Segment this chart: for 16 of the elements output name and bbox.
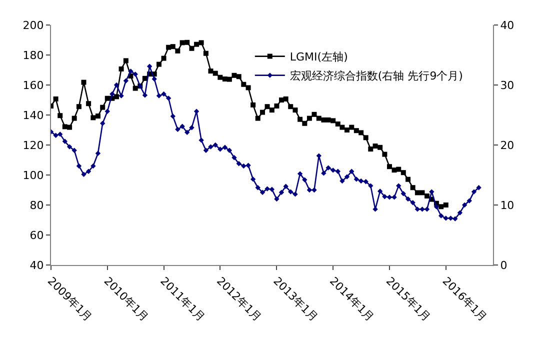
legend-label: LGMI(左轴) <box>290 50 348 64</box>
y-tick-label: 180 <box>22 48 44 62</box>
y2-tick-label: 0 <box>500 258 508 272</box>
y2-tick-label: 10 <box>500 198 514 212</box>
y-tick-label: 160 <box>22 78 44 92</box>
y2-tick-label: 30 <box>500 78 514 92</box>
y-tick-label: 80 <box>30 198 44 212</box>
y-tick-label: 200 <box>22 18 44 32</box>
y-tick-label: 40 <box>30 258 44 272</box>
y-tick-label: 120 <box>22 138 44 152</box>
y2-tick-label: 20 <box>500 138 514 152</box>
y2-tick-label: 40 <box>500 18 514 32</box>
y-tick-label: 100 <box>22 168 44 182</box>
legend-label: 宏观经济综合指数(右轴 先行9个月) <box>290 70 463 83</box>
y-tick-label: 60 <box>30 228 44 242</box>
y-tick-label: 140 <box>22 108 44 122</box>
